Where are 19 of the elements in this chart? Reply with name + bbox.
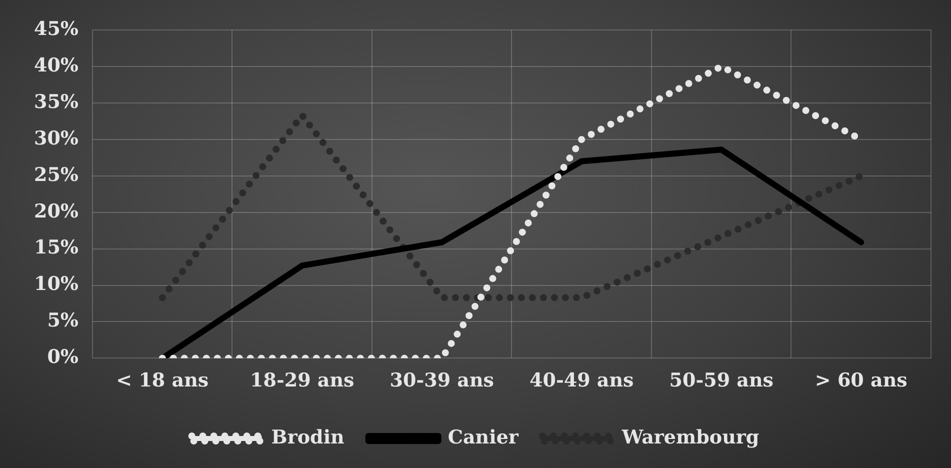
y-tick-label: 20% <box>34 200 78 222</box>
x-tick-label: < 18 ans <box>116 370 209 392</box>
y-tick-label: 45% <box>34 18 78 40</box>
y-tick-label: 10% <box>34 273 78 296</box>
x-tick-label: 40-49 ans <box>530 370 634 392</box>
x-tick-label: 18-29 ans <box>250 370 354 392</box>
y-tick-label: 15% <box>34 236 78 259</box>
x-tick-label: 50-59 ans <box>669 370 774 392</box>
y-tick-label: 5% <box>47 310 78 332</box>
legend-label: Warembourg <box>620 426 760 448</box>
x-tick-label: > 60 ans <box>814 370 908 392</box>
legend-label: Canier <box>448 426 520 448</box>
y-tick-label: 25% <box>34 164 78 186</box>
y-tick-label: 40% <box>34 54 78 76</box>
y-tick-label: 0% <box>47 346 78 368</box>
y-tick-label: 35% <box>34 90 78 113</box>
legend-label: Brodin <box>271 426 345 448</box>
x-tick-label: 30-39 ans <box>390 370 494 392</box>
y-tick-label: 30% <box>34 127 78 150</box>
